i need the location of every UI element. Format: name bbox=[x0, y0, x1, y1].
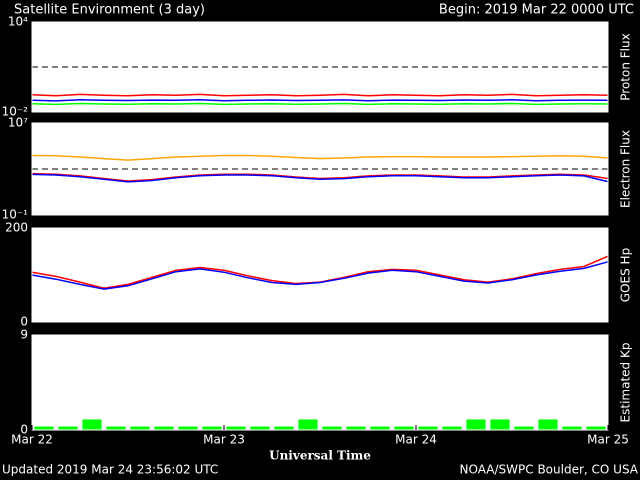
series-line bbox=[31, 173, 609, 183]
chart-title: Satellite Environment (3 day) bbox=[14, 3, 205, 18]
y-tick-label: 200 bbox=[5, 221, 28, 235]
panel-background bbox=[32, 228, 608, 322]
y-tick-label: 0 bbox=[20, 423, 28, 437]
bar bbox=[58, 426, 78, 430]
bar bbox=[82, 419, 102, 430]
y-tick-label: 10⁻² bbox=[2, 105, 29, 119]
panel-background bbox=[32, 123, 608, 215]
bar bbox=[34, 426, 54, 430]
x-tick-label: Mar 23 bbox=[203, 433, 245, 447]
bar bbox=[250, 426, 270, 430]
panel-frame bbox=[31, 227, 609, 323]
y-axis-label: Estimated Kp bbox=[619, 343, 633, 423]
series-line bbox=[31, 154, 609, 161]
x-tick-label: Mar 25 bbox=[587, 433, 629, 447]
bar bbox=[394, 426, 414, 430]
credit-label: NOAA/SWPC Boulder, CO USA bbox=[460, 463, 639, 477]
bar bbox=[490, 419, 510, 430]
bar bbox=[562, 426, 582, 430]
x-tick-label: Mar 22 bbox=[11, 433, 53, 447]
x-axis-label: Universal Time bbox=[269, 449, 371, 463]
bar bbox=[226, 426, 246, 430]
bar bbox=[130, 426, 150, 430]
y-tick-label: 10⁴ bbox=[8, 15, 28, 29]
y-axis-label: GOES Hp bbox=[619, 248, 633, 302]
bar bbox=[154, 426, 174, 430]
bar bbox=[322, 426, 342, 430]
y-tick-label: 10⁷ bbox=[8, 116, 28, 130]
bar bbox=[514, 426, 534, 430]
y-tick-label: 10⁻¹ bbox=[2, 208, 29, 222]
y-tick-label: 9 bbox=[20, 328, 28, 342]
bar bbox=[298, 419, 318, 430]
bar bbox=[466, 419, 486, 430]
y-axis-label: Electron Flux bbox=[619, 130, 633, 208]
bar bbox=[106, 426, 126, 430]
bar bbox=[202, 426, 222, 430]
series-line bbox=[31, 93, 609, 97]
bar bbox=[346, 426, 366, 430]
bar bbox=[538, 419, 558, 430]
series-line bbox=[31, 261, 609, 290]
bar bbox=[418, 426, 438, 430]
begin-label: Begin: 2019 Mar 22 0000 UTC bbox=[439, 3, 634, 18]
panel-frame bbox=[31, 122, 609, 216]
bar bbox=[178, 426, 198, 430]
y-tick-label: 0 bbox=[20, 315, 28, 329]
bar bbox=[442, 426, 462, 430]
panel-frame bbox=[31, 21, 609, 113]
x-tick-label: Mar 24 bbox=[395, 433, 437, 447]
y-axis-label: Proton Flux bbox=[619, 33, 633, 100]
panel-frame bbox=[31, 334, 609, 431]
series-line bbox=[31, 102, 609, 106]
updated-label: Updated 2019 Mar 24 23:56:02 UTC bbox=[2, 463, 218, 477]
series-line bbox=[31, 99, 609, 102]
bar bbox=[274, 426, 294, 430]
bar bbox=[370, 426, 390, 430]
bar bbox=[586, 426, 606, 430]
panel-background bbox=[32, 22, 608, 112]
